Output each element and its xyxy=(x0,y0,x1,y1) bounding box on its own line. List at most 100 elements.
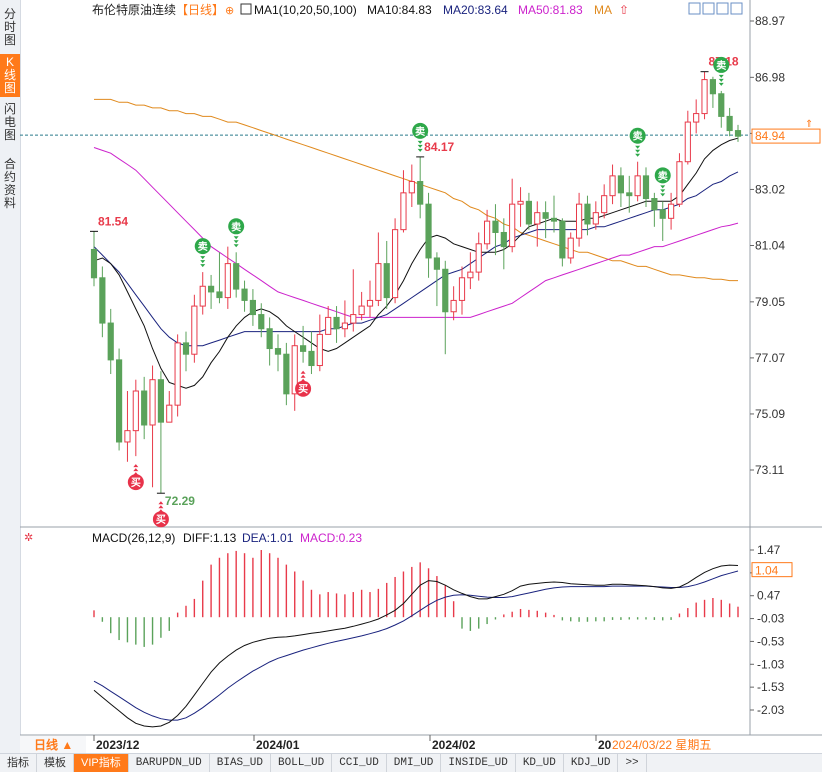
candle-36 xyxy=(391,218,399,304)
signal-badge-2 xyxy=(194,238,211,255)
candle-body-13 xyxy=(199,285,206,307)
macd-tick-label-5: -1.03 xyxy=(757,657,785,671)
period-button[interactable]: 日线 ▲ xyxy=(34,737,73,752)
candle-69 xyxy=(667,192,675,230)
time-label-1: 2024/01 xyxy=(256,738,300,752)
indicator-tab-11[interactable]: >> xyxy=(618,754,647,772)
signal-label-8: 卖 xyxy=(716,59,726,72)
chart-type-icon[interactable] xyxy=(240,3,252,15)
signal-label-4: 买 xyxy=(298,384,308,396)
candle-75 xyxy=(718,90,725,128)
candle-body-2 xyxy=(107,322,114,361)
sidebar-tab-0[interactable]: 分时图 xyxy=(3,7,16,47)
candle-body-26 xyxy=(308,350,315,367)
sidebar-tab-2[interactable]: 闪电图 xyxy=(3,102,16,142)
candle-body-45 xyxy=(467,271,474,279)
indicator-tab-4[interactable]: BIAS_UD xyxy=(210,754,271,772)
candle-body-47 xyxy=(483,220,491,245)
signal-badge-8 xyxy=(713,56,730,73)
restore-icon[interactable] xyxy=(716,2,729,15)
candle-body-64 xyxy=(626,192,633,197)
signal-arrow-5-0 xyxy=(417,140,423,144)
indicator-tab-2[interactable]: VIP指标 xyxy=(74,754,129,772)
candle-body-58 xyxy=(575,203,583,239)
candle-body-23 xyxy=(283,353,290,395)
candle-63 xyxy=(617,167,625,207)
current-date-label: 2024/03/22 星期五 xyxy=(612,738,711,752)
signal-arrow-7-0 xyxy=(660,185,666,189)
indicator-tab-8[interactable]: INSIDE_UD xyxy=(441,754,516,772)
indicator-tab-7[interactable]: DMI_UD xyxy=(387,754,442,772)
instrument-name: 布伦特原油连续 xyxy=(92,2,176,17)
candle-body-40 xyxy=(425,203,432,259)
candle-body-48 xyxy=(492,220,499,233)
macd-dea: DEA:1.01 xyxy=(242,531,294,545)
macd-settings-icon[interactable]: ✲ xyxy=(24,532,33,544)
candle-body-65 xyxy=(634,175,641,197)
candle-body-53 xyxy=(534,212,541,225)
candle-45 xyxy=(467,252,474,290)
macd-tick-label-3: -0.03 xyxy=(757,612,785,626)
signal-badge-7 xyxy=(654,167,671,184)
time-label-3: 20 xyxy=(598,738,612,752)
candle-20 xyxy=(258,303,265,338)
dea-line xyxy=(93,570,739,721)
signal-arrow-5-1 xyxy=(417,144,423,148)
indicator-tab-3[interactable]: BARUPDN_UD xyxy=(129,754,210,772)
candle-body-67 xyxy=(651,198,658,211)
signal-badge-4 xyxy=(295,380,312,397)
sidebar-tab-3[interactable]: 合约资料 xyxy=(3,157,16,210)
candle-2 xyxy=(107,308,114,375)
candle-body-29 xyxy=(333,316,340,330)
main-grid xyxy=(20,0,822,753)
moving-average-lines xyxy=(93,98,739,389)
period-label[interactable]: 【日线】 xyxy=(176,3,224,17)
candle-17 xyxy=(233,252,240,298)
candle-body-63 xyxy=(617,175,625,194)
candle-37 xyxy=(400,170,407,233)
signal-arrow-8-2 xyxy=(718,82,724,86)
candle-61 xyxy=(601,184,608,219)
candle-body-77 xyxy=(734,130,742,137)
indicator-tab-6[interactable]: CCI_UD xyxy=(332,754,387,772)
signal-label-0: 买 xyxy=(131,477,141,489)
macd-tick-label-6: -1.53 xyxy=(757,680,785,694)
candle-28 xyxy=(325,306,332,335)
candle-body-50 xyxy=(509,203,516,248)
ma10-line xyxy=(93,137,739,389)
signal-arrow-6-0 xyxy=(635,145,641,149)
indicator-tab-1[interactable]: 模板 xyxy=(37,754,74,772)
macd-value: MACD:0.23 xyxy=(300,531,362,545)
candle-body-60 xyxy=(592,212,599,225)
close-icon[interactable] xyxy=(730,2,743,15)
candle-body-30 xyxy=(341,322,349,330)
add-indicator-icon[interactable]: ⊕ xyxy=(225,5,234,17)
price-tick-label-6: 77.07 xyxy=(755,351,785,365)
candles xyxy=(90,71,742,494)
candle-body-20 xyxy=(258,314,265,330)
price-axis: 88.9786.9885.0083.0281.0479.0577.0775.09… xyxy=(750,14,821,477)
macd-last-box xyxy=(751,562,793,578)
candle-53 xyxy=(534,201,541,247)
candle-14 xyxy=(207,274,215,309)
candle-body-52 xyxy=(525,200,533,225)
macd-tick-label-2: 0.47 xyxy=(757,589,781,603)
pin-icon[interactable]: ⇧ xyxy=(619,3,629,17)
settings-icon[interactable] xyxy=(688,2,701,15)
indicator-tab-5[interactable]: BOLL_UD xyxy=(271,754,333,772)
candle-22 xyxy=(274,334,282,372)
indicator-tab-10[interactable]: KDJ_UD xyxy=(564,754,619,772)
candle-body-76 xyxy=(726,115,733,132)
indicator-tab-0[interactable]: 指标 xyxy=(0,754,37,772)
candle-body-7 xyxy=(149,379,156,426)
candle-body-5 xyxy=(132,390,139,432)
candle-56 xyxy=(559,218,566,267)
signal-sell-3: 卖 xyxy=(228,218,245,248)
candle-31 xyxy=(350,269,357,332)
minimize-icon[interactable] xyxy=(702,2,715,15)
candle-body-43 xyxy=(450,299,457,313)
indicator-tab-9[interactable]: KD_UD xyxy=(516,754,564,772)
signal-sell-5: 卖 xyxy=(412,122,429,152)
